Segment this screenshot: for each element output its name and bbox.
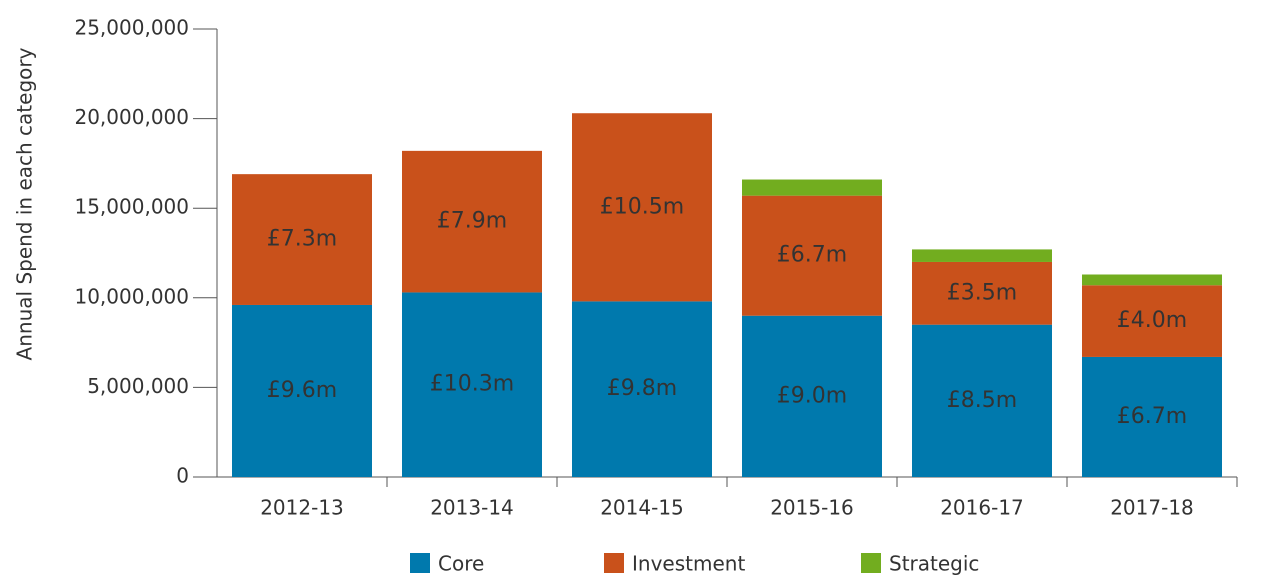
x-tick-label: 2014-15 xyxy=(600,496,684,520)
value-label: £8.5m xyxy=(947,388,1017,413)
bar-segment xyxy=(1082,356,1222,477)
x-tick-label: 2016-17 xyxy=(940,496,1024,520)
bar-segment xyxy=(1082,274,1222,286)
bar-segment xyxy=(742,195,882,316)
bar-segment xyxy=(912,249,1052,262)
bar-segment xyxy=(402,150,542,293)
bar-segment xyxy=(572,301,712,477)
bar-segment xyxy=(572,113,712,302)
y-axis-label: Annual Spend in each category xyxy=(13,47,37,360)
bar-segment xyxy=(232,174,372,305)
legend-swatch xyxy=(604,553,624,573)
legend-swatch xyxy=(861,553,881,573)
bar-segment xyxy=(742,179,882,196)
x-tick-label: 2015-16 xyxy=(770,496,854,520)
value-label: £4.0m xyxy=(1117,308,1187,333)
value-label: £10.5m xyxy=(600,194,684,219)
y-tick-label: 20,000,000 xyxy=(74,105,189,129)
value-label: £10.3m xyxy=(430,372,514,397)
x-tick-label: 2017-18 xyxy=(1110,496,1194,520)
bar-segment xyxy=(1082,285,1222,357)
y-tick-label: 0 xyxy=(176,464,189,488)
value-label: £9.6m xyxy=(267,378,337,403)
value-label: £7.3m xyxy=(267,227,337,252)
value-label: £9.0m xyxy=(777,383,847,408)
x-tick-label: 2012-13 xyxy=(260,496,344,520)
y-tick-label: 15,000,000 xyxy=(74,195,189,219)
value-label: £6.7m xyxy=(1117,404,1187,429)
y-tick-label: 5,000,000 xyxy=(87,374,189,398)
x-tick-label: 2013-14 xyxy=(430,496,514,520)
value-label: £3.5m xyxy=(947,280,1017,305)
bar-segment xyxy=(912,261,1052,325)
legend-swatch xyxy=(410,553,430,573)
y-tick-label: 25,000,000 xyxy=(74,16,189,40)
bar-segment xyxy=(742,315,882,477)
bar-segment xyxy=(912,324,1052,477)
legend-label: Strategic xyxy=(889,552,979,576)
value-label: £9.8m xyxy=(607,376,677,401)
legend-label: Investment xyxy=(632,552,745,576)
bar-segment xyxy=(232,304,372,477)
y-tick-label: 10,000,000 xyxy=(74,284,189,308)
bar-segment xyxy=(402,292,542,477)
value-label: £6.7m xyxy=(777,243,847,268)
value-label: £7.9m xyxy=(437,209,507,234)
legend-label: Core xyxy=(438,552,484,576)
